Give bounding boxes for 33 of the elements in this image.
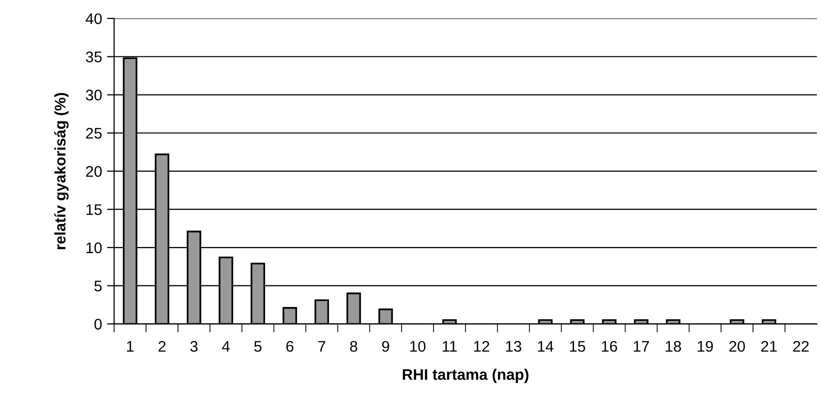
y-tick-label: 40 xyxy=(86,13,102,24)
x-tick-label: 7 xyxy=(318,341,326,352)
x-tick-label: 6 xyxy=(286,340,294,352)
y-tick-label: 10 xyxy=(86,242,102,254)
x-tick-label: 9 xyxy=(382,340,390,352)
x-axis-title: RHI tartama (nap) xyxy=(402,368,528,383)
y-tick-label: 35 xyxy=(86,52,102,62)
x-tick-label: 20 xyxy=(729,340,745,352)
y-tick-label: 25 xyxy=(86,128,102,139)
y-tick-label: 0 xyxy=(94,318,102,330)
x-tick-label: 8 xyxy=(350,340,358,352)
y-tick-label: 20 xyxy=(86,166,102,177)
x-tick-label: 5 xyxy=(254,341,262,352)
x-tick-label: 15 xyxy=(570,341,586,352)
y-tick-label: 5 xyxy=(94,280,102,292)
x-tick-label: 18 xyxy=(666,340,681,352)
x-tick-label: 11 xyxy=(442,341,457,352)
x-tick-label: 17 xyxy=(634,341,649,352)
x-tick-label: 4 xyxy=(222,341,230,352)
x-tick-label: 14 xyxy=(538,341,554,352)
x-tick-label: 13 xyxy=(506,340,522,352)
x-tick-label: 16 xyxy=(602,340,618,352)
x-tick-label: 2 xyxy=(158,340,166,352)
x-tick-label: 19 xyxy=(698,340,713,352)
x-tick-label: 1 xyxy=(127,341,134,352)
x-tick-label: 10 xyxy=(410,340,426,352)
x-tick-label: 22 xyxy=(793,340,809,352)
x-tick-label: 12 xyxy=(474,340,490,352)
x-tick-label: 3 xyxy=(190,340,198,352)
y-tick-label: 30 xyxy=(86,90,102,100)
y-tick-label: 15 xyxy=(86,204,102,216)
x-tick-label: 21 xyxy=(761,340,777,352)
y-axis-title: relatív gyakoriság (%) xyxy=(54,92,69,250)
